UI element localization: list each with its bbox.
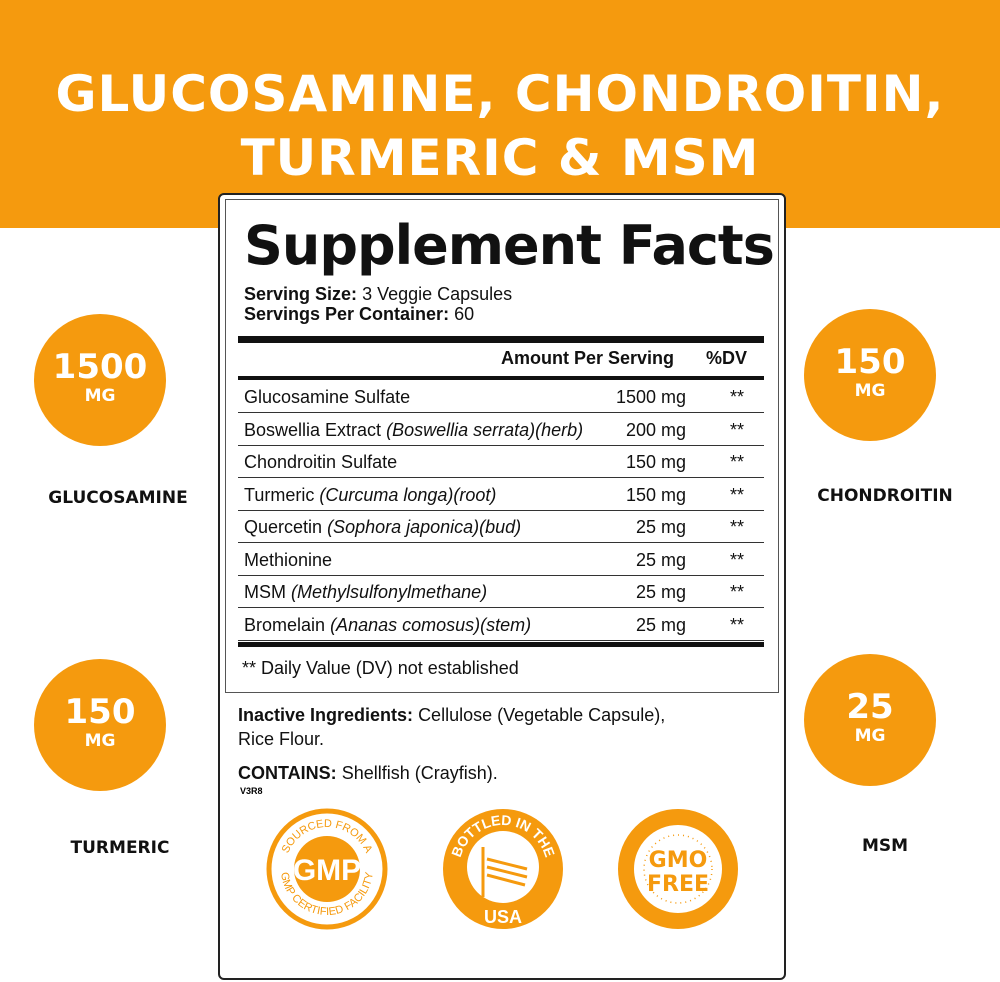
ingredient-name: Turmeric (Curcuma longa)(root) xyxy=(244,484,497,505)
ingredient-name: Chondroitin Sulfate xyxy=(244,452,398,472)
facts-title: Supplement Facts xyxy=(244,214,775,277)
serving-size: Serving Size: 3 Veggie Capsules xyxy=(244,284,513,304)
ingredient-dv: ** xyxy=(729,387,744,407)
callout-turmeric: 150 MG xyxy=(34,659,166,791)
callout-label: CHONDROITIN xyxy=(817,486,953,506)
table-row: Glucosamine Sulfate 1500 mg ** xyxy=(238,381,764,413)
ingredient-dv: ** xyxy=(729,419,744,440)
divider xyxy=(238,336,764,343)
label-card: Supplement Facts Serving Size: 3 Veggie … xyxy=(218,193,786,980)
gmo-free-badge: GMO FREE xyxy=(618,809,738,929)
callout-chondroitin: 150 MG xyxy=(804,309,936,441)
callout-label: GLUCOSAMINE xyxy=(48,488,188,508)
headline: GLUCOSAMINE, CHONDROITIN, TURMERIC & MSM xyxy=(55,65,945,187)
inactive-ingredients: Inactive Ingredients: Cellulose (Vegetab… xyxy=(238,705,666,749)
divider xyxy=(238,642,764,647)
ingredient-name: Quercetin (Sophora japonica)(bud) xyxy=(244,517,522,537)
ingredient-dv: ** xyxy=(729,614,744,635)
ingredient-name: Boswellia Extract (Boswellia serrata)(he… xyxy=(244,419,584,440)
ingredient-name: Methionine xyxy=(244,549,333,570)
table-row: Methionine 25 mg ** xyxy=(238,544,764,576)
ingredient-amount: 25 mg xyxy=(635,614,686,635)
ingredient-dv: ** xyxy=(729,484,744,505)
ingredient-amount: 25 mg xyxy=(635,549,686,570)
ingredient-dv: ** xyxy=(729,582,744,602)
svg-text:GMO: GMO xyxy=(649,848,708,873)
allergen-contains: CONTAINS: Shellfish (Crayfish). xyxy=(238,763,498,783)
callout-label: MSM xyxy=(861,836,909,856)
callout-label: TURMERIC xyxy=(70,838,170,858)
dv-note: ** Daily Value (DV) not established xyxy=(242,658,519,678)
callout-glucosamine: 1500 MG xyxy=(34,314,166,446)
ingredient-amount: 200 mg xyxy=(625,419,686,440)
usa-badge: BOTTLED IN THE USA xyxy=(443,809,563,929)
divider xyxy=(238,376,764,380)
ingredient-dv: ** xyxy=(729,517,744,537)
callout-msm: 25 MG xyxy=(804,654,936,786)
supplement-facts-panel: Supplement Facts Serving Size: 3 Veggie … xyxy=(225,199,779,693)
table-row: MSM (Methylsulfonylmethane) 25 mg ** xyxy=(238,576,764,608)
ingredient-dv: ** xyxy=(729,452,744,472)
ingredient-amount: 150 mg xyxy=(625,452,686,472)
ingredient-name: Glucosamine Sulfate xyxy=(244,387,411,407)
ingredient-amount: 1500 mg xyxy=(615,387,686,407)
table-row: Quercetin (Sophora japonica)(bud) 25 mg ** xyxy=(238,511,764,543)
ingredient-dv: ** xyxy=(729,549,744,570)
gmp-badge: SOURCED FROM A GMP CERTIFIED FACILITY GM… xyxy=(266,808,388,930)
ingredient-amount: 25 mg xyxy=(635,517,686,537)
table-row: Turmeric (Curcuma longa)(root) 150 mg ** xyxy=(238,479,764,511)
header-banner: GLUCOSAMINE, CHONDROITIN, TURMERIC & MSM xyxy=(0,0,1000,228)
svg-text:USA: USA xyxy=(484,907,522,927)
ingredient-name: Bromelain (Ananas comosus)(stem) xyxy=(244,614,532,635)
servings-per-container: Servings Per Container: 60 xyxy=(244,304,475,324)
col-dv: %DV xyxy=(706,348,748,368)
svg-text:GMP: GMP xyxy=(293,854,361,887)
col-amount: Amount Per Serving xyxy=(501,348,675,368)
ingredient-name: MSM (Methylsulfonylmethane) xyxy=(244,582,488,602)
table-row: Bromelain (Ananas comosus)(stem) 25 mg ** xyxy=(238,609,764,641)
ingredient-amount: 25 mg xyxy=(635,582,686,602)
version-code: V3R8 xyxy=(240,786,263,796)
table-row: Boswellia Extract (Boswellia serrata)(he… xyxy=(238,414,764,446)
flag-icon xyxy=(481,847,528,897)
ingredient-amount: 150 mg xyxy=(625,484,686,505)
svg-text:FREE: FREE xyxy=(647,872,709,897)
table-row: Chondroitin Sulfate 150 mg ** xyxy=(238,446,764,478)
